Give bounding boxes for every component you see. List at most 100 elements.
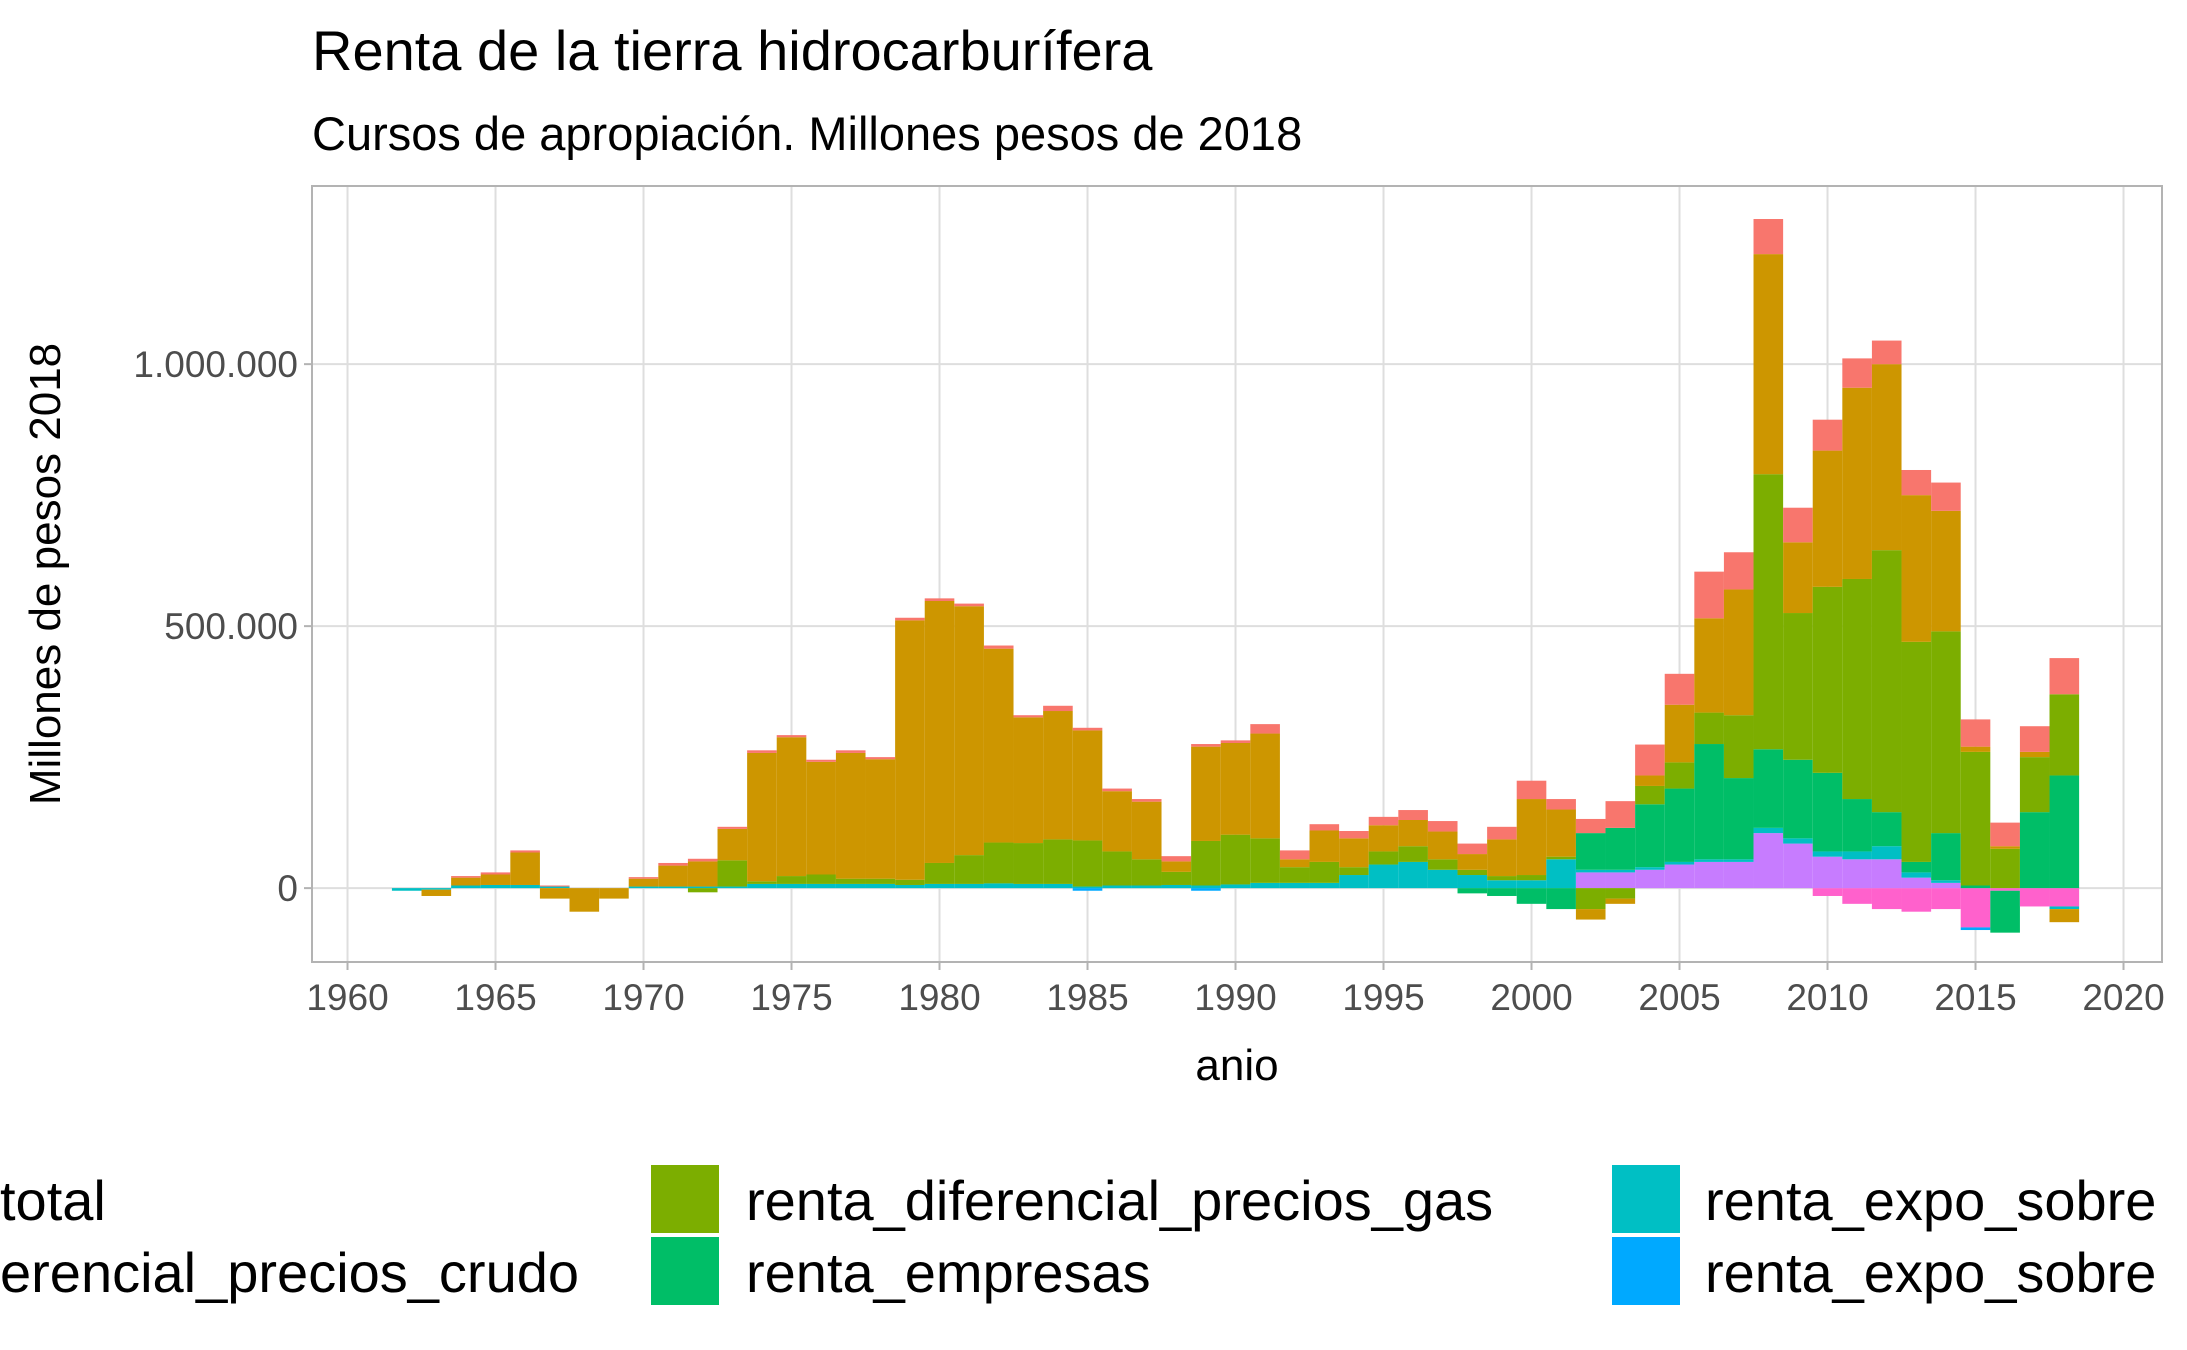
bar-segment [539,886,570,889]
bar-segment [1220,742,1251,835]
bar-segment [1546,859,1576,889]
bar-segment [1960,927,1991,931]
bar-segment [1575,872,1606,889]
bar-segment [2019,888,2050,907]
bar-segment [895,884,925,889]
bar-segment [1812,586,1843,773]
bar-segment [1783,843,1813,889]
bar-segment [865,883,896,889]
bar-segment [1013,717,1044,844]
bar-segment [1901,872,1932,878]
bar-segment [1842,387,1872,579]
bar-segment [1931,880,1961,883]
bar-segment [658,886,688,889]
bar-segment [1960,746,1991,752]
bar-segment [1723,552,1754,590]
bar-segment [1575,833,1606,870]
bar-segment [1368,864,1399,889]
bar-segment [687,886,718,889]
bar-segment [1516,875,1547,881]
bar-segment [1901,495,1932,642]
bar-segment [1901,641,1932,862]
bar-segment [983,645,1014,649]
legend-label: renta_expo_sobre [1705,1241,2156,1304]
bar-segment [1368,825,1399,852]
bar-segment [1901,877,1932,889]
bar-segment [1250,724,1280,734]
bar-segment [1694,859,1724,862]
bar-segment [835,750,866,753]
bar-segment [421,888,452,890]
bar-segment [1753,219,1784,255]
bar-segment [1783,542,1813,614]
bar-segment [1901,888,1932,912]
bar-segment [1043,839,1073,884]
bar-segment [628,886,659,889]
bar-segment [510,884,540,889]
bar-segment [1161,861,1192,872]
bar-segment [1487,880,1517,889]
bar-segment [1191,744,1221,747]
bar-segment [1783,838,1813,844]
bar-segment [806,874,836,884]
bar-segment [776,876,807,884]
bar-segment [1723,861,1754,889]
bar-segment [1575,818,1606,834]
bar-segment [1191,885,1221,889]
bar-segment [1575,888,1606,910]
bar-segment [1575,909,1606,920]
bar-segment [1546,888,1576,910]
bar-segment [1279,867,1310,883]
bar-segment [1043,883,1073,889]
legend-label: renta_diferencial_precios_gas [746,1169,1493,1232]
legend-key [1610,1163,1682,1235]
y-tick-label: 500.000 [164,606,298,647]
bar-segment [1131,885,1162,889]
bar-segment [895,617,925,621]
bar-segment [1013,843,1044,884]
bar-segment [1339,867,1369,876]
bar-segment [835,752,866,879]
bar-segment [1605,869,1636,873]
bar-segment [2019,751,2050,758]
bar-segment [2049,694,2080,776]
bar-segment [1161,884,1192,889]
y-tick-label: 0 [277,868,298,909]
bar-segment [1871,812,1902,847]
bar-segment [1605,898,1636,904]
bar-segment [1931,882,1961,889]
bar-segment [1753,827,1784,834]
bar-segment [835,878,866,884]
bar-segment [1250,838,1280,883]
bar-segment [1812,888,1843,896]
bar-segment [2049,658,2080,695]
bar-segment [1161,871,1192,885]
bar-segment [658,865,688,887]
bar-segment [1694,618,1724,713]
bar-segment [1635,804,1665,868]
bar-segment [1427,821,1458,832]
bar-segment [1960,888,1991,928]
bar-segment [1427,869,1458,889]
bar-segment [1871,340,1902,365]
bar-segment [717,826,748,829]
bar-segment [747,881,777,884]
bar-segment [539,885,570,887]
bar-segment [1072,730,1103,841]
bar-segment [954,603,984,607]
bar-segment [1279,882,1310,889]
bar-segment [1398,810,1428,821]
bar-segment [1013,883,1044,889]
bar-segment [1812,851,1843,857]
bar-segment [983,842,1014,884]
bar-segment [1960,885,1991,889]
bar-segment [1901,469,1932,496]
bar-segment [391,888,422,891]
bar-segment [1191,888,1221,891]
bar-segment [776,737,807,877]
bar-segment [1575,869,1606,873]
bar-segment [1220,740,1251,743]
bar-segment [1072,727,1103,731]
bar-segment [1694,861,1724,889]
